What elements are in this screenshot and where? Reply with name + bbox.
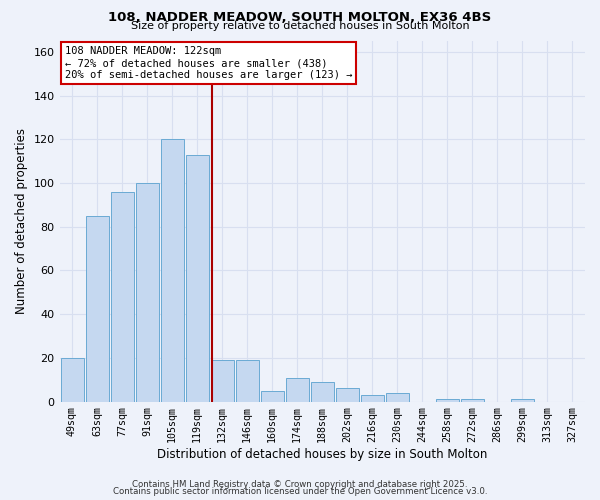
Bar [286,378,309,402]
X-axis label: Distribution of detached houses by size in South Molton: Distribution of detached houses by size … [157,448,487,461]
Bar [336,388,359,402]
Bar [461,400,484,402]
Text: 108, NADDER MEADOW, SOUTH MOLTON, EX36 4BS: 108, NADDER MEADOW, SOUTH MOLTON, EX36 4… [109,11,491,24]
Bar [161,140,184,402]
Text: 108 NADDER MEADOW: 122sqm
← 72% of detached houses are smaller (438)
20% of semi: 108 NADDER MEADOW: 122sqm ← 72% of detac… [65,46,352,80]
Bar [211,360,233,402]
Bar [361,395,384,402]
Text: Contains public sector information licensed under the Open Government Licence v3: Contains public sector information licen… [113,487,487,496]
Bar [511,400,534,402]
Bar [136,183,158,402]
Bar [61,358,83,402]
Bar [386,393,409,402]
Bar [261,390,284,402]
Bar [311,382,334,402]
Bar [86,216,109,402]
Text: Size of property relative to detached houses in South Molton: Size of property relative to detached ho… [131,21,469,31]
Bar [110,192,134,402]
Text: Contains HM Land Registry data © Crown copyright and database right 2025.: Contains HM Land Registry data © Crown c… [132,480,468,489]
Bar [185,154,209,402]
Y-axis label: Number of detached properties: Number of detached properties [15,128,28,314]
Bar [436,400,459,402]
Bar [236,360,259,402]
